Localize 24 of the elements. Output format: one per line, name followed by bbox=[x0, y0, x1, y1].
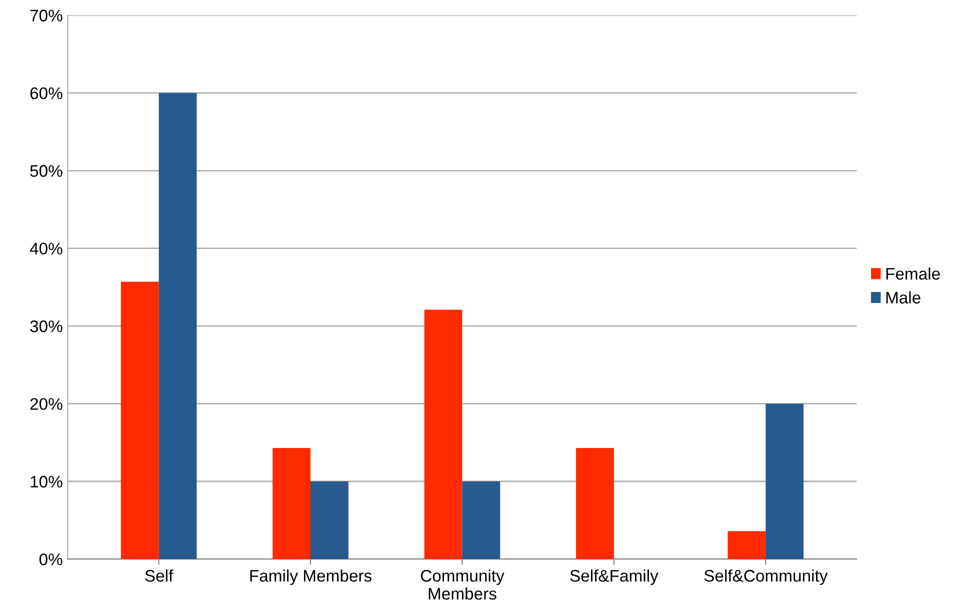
bar bbox=[424, 310, 462, 560]
bar bbox=[766, 404, 804, 560]
x-tick-label: Family Members bbox=[250, 569, 372, 586]
bar bbox=[158, 92, 197, 560]
bar bbox=[120, 282, 159, 560]
y-tick-label: 20% bbox=[30, 398, 62, 410]
legend-label: Female bbox=[886, 267, 940, 280]
x-tick-label: Self&Family bbox=[570, 569, 658, 586]
y-tick-label: 40% bbox=[30, 242, 62, 255]
bar bbox=[728, 531, 766, 560]
bar bbox=[576, 448, 614, 560]
y-tick-label: 60% bbox=[30, 87, 62, 100]
y-tick-label: 70% bbox=[30, 10, 62, 22]
x-tick-label: Self bbox=[145, 569, 174, 582]
legend-label: Male bbox=[886, 291, 920, 304]
y-tick-label: 10% bbox=[30, 476, 62, 488]
bar bbox=[462, 481, 500, 560]
y-tick-label: 30% bbox=[30, 320, 62, 332]
x-tick-label: Self&Community bbox=[704, 569, 828, 586]
y-tick-label: 0% bbox=[39, 553, 62, 566]
y-tick-label: 50% bbox=[30, 165, 62, 177]
x-tick-label: Community Members bbox=[420, 569, 504, 600]
bar bbox=[272, 448, 311, 560]
bar bbox=[310, 481, 348, 560]
